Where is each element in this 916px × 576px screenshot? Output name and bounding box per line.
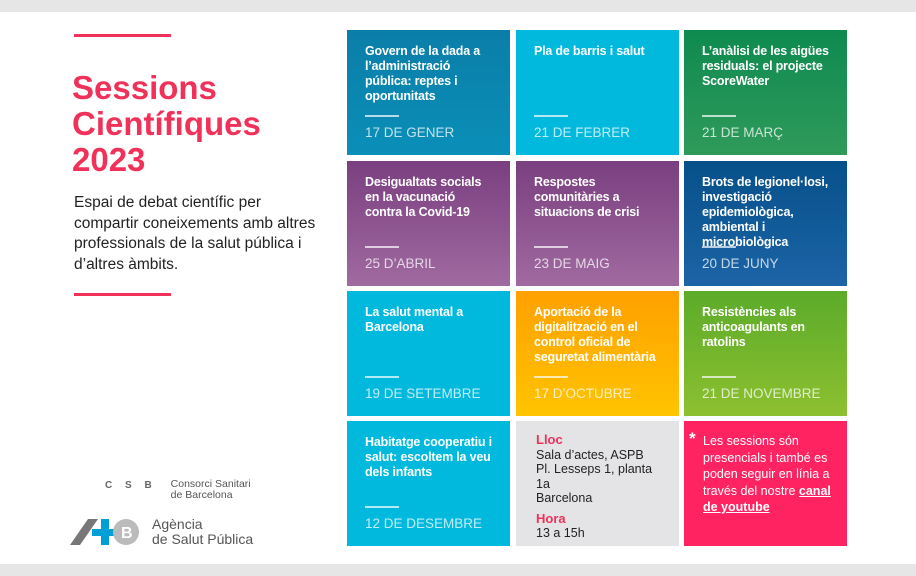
aspb-logo-icon: B: [70, 519, 139, 545]
card-divider: [365, 506, 399, 508]
session-title: Desigualtats socials en la vacunació con…: [365, 175, 482, 219]
session-date: 25 D’ABRIL: [365, 256, 436, 271]
top-divider: [74, 34, 171, 37]
session-title: Aportació de la digitalització en el con…: [534, 305, 656, 364]
session-date: 17 DE GENER: [365, 125, 455, 140]
aspb-name: de Salut Pública: [152, 531, 254, 547]
place-line: Barcelona: [536, 491, 593, 505]
session-date: 12 DE DESEMBRE: [365, 516, 483, 531]
session-date: 21 DE NOVEMBRE: [702, 386, 821, 401]
session-title: Brots de legionel·losi, investigació epi…: [702, 175, 828, 249]
aspb-name: Agència: [152, 516, 203, 532]
asterisk-icon: *: [689, 429, 696, 448]
session-date: 20 DE JUNY: [702, 256, 779, 271]
title-line: Científiques: [72, 105, 261, 142]
card-divider: [365, 115, 399, 117]
card-divider: [534, 115, 568, 117]
session-card: Aportació de la digitalització en el con…: [516, 291, 679, 416]
card-divider: [534, 376, 568, 378]
description: Espai de debat científic per compartir c…: [74, 194, 316, 273]
session-card: La salut mental a Barcelona 19 DE SETEMBR…: [347, 291, 510, 416]
session-title: Resistències als anticoagulants en ratol…: [702, 305, 805, 349]
page-title: Sessions Científiques 2023: [72, 70, 261, 178]
session-date: 21 DE MARÇ: [702, 125, 784, 140]
session-title: Habitatge cooperatiu i salut: escoltem l…: [365, 435, 492, 479]
note-text: Les sessions són presencials i també es …: [703, 434, 830, 498]
card-divider: [534, 246, 568, 248]
session-card: Brots de legionel·losi, investigació epi…: [684, 161, 847, 286]
place-label: Lloc: [536, 432, 563, 447]
csb-name: Consorci Sanitari: [170, 478, 251, 490]
session-title: Pla de barris i salut: [534, 44, 645, 58]
csb-name: de Barcelona: [170, 489, 233, 501]
card-divider: [365, 376, 399, 378]
session-title: Govern de la dada a l’administració públ…: [365, 44, 480, 103]
session-date: 17 D’OCTUBRE: [534, 386, 632, 401]
csb-logo: C S B Consorci Sanitari de Barcelona: [105, 479, 251, 501]
streaming-note: * Les sessions són presencials i també e…: [684, 421, 847, 546]
youtube-channel-link[interactable]: canal de youtube: [703, 483, 831, 515]
session-card: Pla de barris i salut 21 DE FEBRER: [516, 30, 679, 155]
time-value: 13 a 15h: [536, 526, 585, 540]
session-card: Habitatge cooperatiu i salut: escoltem l…: [347, 421, 510, 546]
session-date: 19 DE SETEMBRE: [365, 386, 481, 401]
session-card: Govern de la dada a l’administració públ…: [347, 30, 510, 155]
card-divider: [702, 115, 736, 117]
venue-info: Lloc Sala d’actes, ASPB Pl. Lesseps 1, p…: [516, 421, 679, 546]
session-card: L’anàlisi de les aigües residuals: el pr…: [684, 30, 847, 155]
title-line: Sessions: [72, 69, 217, 106]
session-card: Respostes comunitàries a situacions de c…: [516, 161, 679, 286]
session-title: Respostes comunitàries a situacions de c…: [534, 175, 640, 219]
session-title: L’anàlisi de les aigües residuals: el pr…: [702, 44, 829, 88]
csb-mark: C S B: [105, 480, 157, 491]
aspb-logo: B Agència de Salut Pública: [70, 517, 253, 547]
session-card: Desigualtats socials en la vacunació con…: [347, 161, 510, 286]
title-line: 2023: [72, 141, 146, 178]
place-line: Sala d’actes, ASPB: [536, 447, 644, 462]
place-line: Pl. Lesseps 1, planta 1a: [536, 462, 653, 491]
session-card: Resistències als anticoagulants en ratol…: [684, 291, 847, 416]
svg-text:B: B: [121, 525, 133, 542]
session-date: 21 DE FEBRER: [534, 125, 631, 140]
card-divider: [702, 376, 736, 378]
session-date: 23 DE MAIG: [534, 256, 610, 271]
card-divider: [702, 246, 736, 248]
poster: Sessions Científiques 2023 Espai de deba…: [0, 12, 916, 564]
time-label: Hora: [536, 510, 566, 526]
card-divider: [365, 246, 399, 248]
bottom-divider: [74, 293, 171, 296]
session-title: La salut mental a Barcelona: [365, 305, 464, 334]
